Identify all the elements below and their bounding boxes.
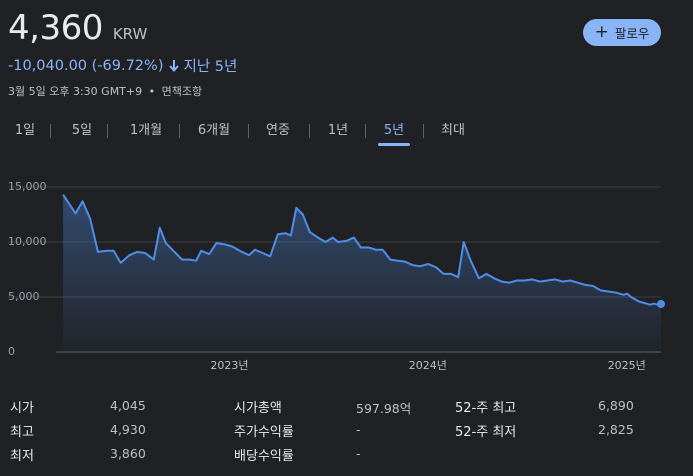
quote-meta: 3월 5일 오후 3:30 GMT+9 • 면책조항 [8, 83, 202, 99]
tab-1d[interactable]: 1일 [14, 123, 36, 138]
tab-divider [365, 124, 366, 138]
stat-value-52w-high: 6,890 [598, 398, 634, 413]
stat-value-52w-low: 2,825 [598, 422, 634, 437]
tab-5d[interactable]: 5일 [71, 123, 93, 138]
change-value: -10,040.00 (-69.72%) [8, 57, 164, 74]
y-tick-label: 0 [8, 345, 15, 358]
y-tick-label: 10,000 [8, 235, 47, 248]
stat-value-low: 3,860 [110, 446, 146, 461]
stat-label-low: 최저 [10, 449, 34, 464]
x-tick-label: 2023년 [210, 359, 248, 372]
tab-max[interactable]: 최대 [441, 123, 465, 138]
y-tick-label: 15,000 [8, 180, 47, 193]
change-period: 지난 5년 [183, 59, 238, 75]
current-price: 4,360 [8, 8, 103, 48]
range-tabs: 1일 5일 1개월 6개월 연중 1년 5년 최대 [0, 118, 693, 148]
disclaimer-link[interactable]: 면책조항 [161, 85, 203, 98]
tab-divider [309, 124, 310, 138]
stat-label-pe-ratio: 주가수익률 [234, 425, 294, 440]
y-axis-labels: 15,000 10,000 5,000 0 [8, 180, 47, 358]
meta-separator: • [148, 85, 156, 98]
price-line [62, 194, 662, 306]
tab-6m[interactable]: 6개월 [197, 123, 231, 138]
latest-price-dot [657, 300, 665, 309]
arrow-down-icon [169, 59, 180, 72]
tab-divider [248, 124, 249, 138]
stat-value-dividend-yield: - [356, 446, 361, 461]
follow-button[interactable]: + 팔로우 [583, 19, 661, 46]
stat-label-52w-low: 52-주 최저 [455, 425, 517, 440]
stat-label-market-cap: 시가총액 [234, 401, 282, 416]
stat-value-open: 4,045 [110, 398, 146, 413]
x-tick-label: 2024년 [409, 359, 447, 372]
stat-label-open: 시가 [10, 401, 34, 416]
x-axis-labels: 2023년 2024년 2025년 [210, 359, 645, 372]
stat-value-high: 4,930 [110, 422, 146, 437]
tab-divider [423, 124, 424, 138]
price-area [63, 194, 662, 352]
x-tick-label: 2025년 [608, 359, 646, 372]
quote-timestamp: 3월 5일 오후 3:30 GMT+9 [8, 85, 143, 98]
stat-value-market-cap: 597.98억 [356, 401, 412, 416]
tab-5y[interactable]: 5년 [378, 118, 410, 146]
stat-label-high: 최고 [10, 425, 34, 440]
stat-value-pe-ratio: - [356, 422, 361, 437]
tab-divider [107, 124, 108, 138]
plus-icon: + [594, 22, 609, 42]
price-change: -10,040.00 (-69.72%) 지난 5년 [8, 55, 237, 76]
stat-label-dividend-yield: 배당수익률 [234, 449, 294, 464]
stat-label-52w-high: 52-주 최고 [455, 401, 517, 416]
tab-1y[interactable]: 1년 [327, 123, 349, 138]
price-header: 4,360 KRW [8, 8, 147, 48]
tab-ytd[interactable]: 연중 [266, 123, 290, 138]
currency-code: KRW [112, 25, 148, 43]
y-tick-label: 5,000 [8, 290, 40, 303]
tab-divider [179, 124, 180, 138]
follow-button-label: 팔로우 [614, 26, 650, 41]
tab-divider [50, 124, 51, 138]
tab-1m[interactable]: 1개월 [129, 123, 163, 138]
price-chart[interactable]: 15,000 10,000 5,000 0 2023년 2024년 2025년 [0, 170, 693, 380]
